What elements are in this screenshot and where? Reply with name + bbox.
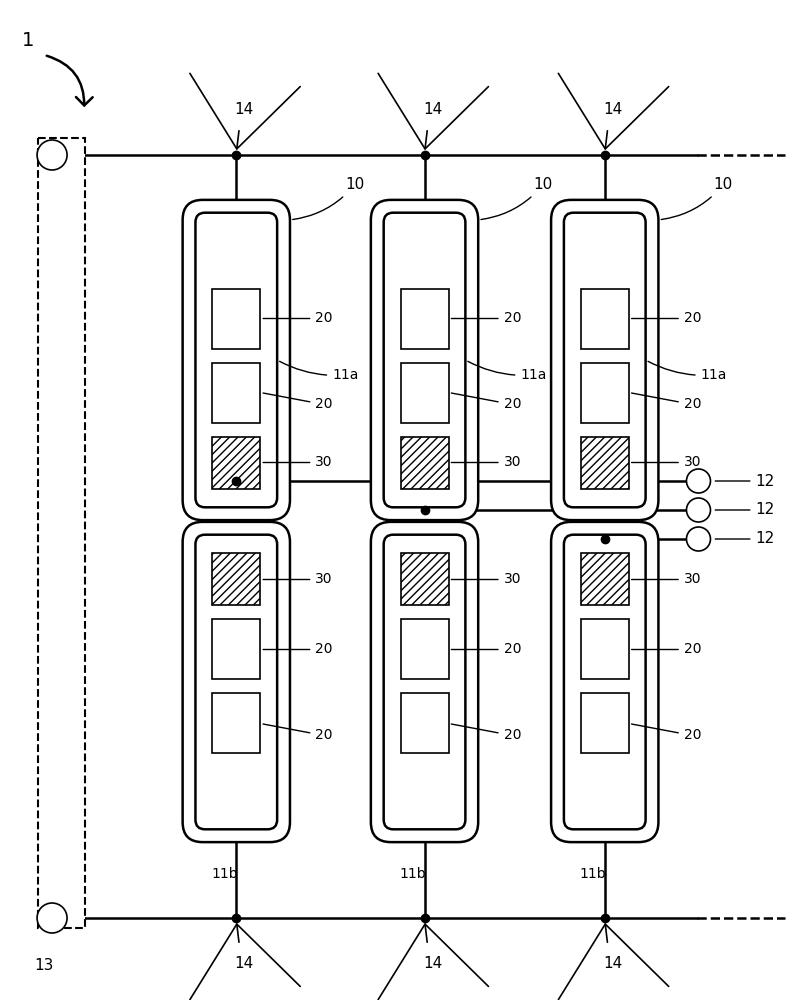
FancyArrowPatch shape bbox=[46, 56, 93, 105]
FancyBboxPatch shape bbox=[551, 522, 658, 842]
Text: 20: 20 bbox=[263, 724, 333, 742]
Text: 20: 20 bbox=[631, 642, 702, 656]
Bar bbox=[400, 619, 449, 679]
Text: 11a: 11a bbox=[468, 361, 547, 382]
Circle shape bbox=[686, 498, 710, 522]
Bar bbox=[400, 288, 449, 349]
Circle shape bbox=[686, 527, 710, 551]
Circle shape bbox=[37, 903, 67, 933]
Bar bbox=[400, 553, 449, 605]
Text: 14: 14 bbox=[603, 103, 622, 117]
Bar bbox=[581, 619, 629, 679]
FancyBboxPatch shape bbox=[551, 200, 658, 520]
Bar bbox=[400, 436, 449, 488]
Text: 20: 20 bbox=[263, 393, 333, 412]
Text: 20: 20 bbox=[631, 312, 702, 326]
FancyBboxPatch shape bbox=[564, 213, 646, 507]
Bar bbox=[212, 436, 260, 488]
Bar bbox=[212, 553, 260, 605]
Bar bbox=[212, 693, 260, 753]
Text: 14: 14 bbox=[235, 103, 254, 117]
Text: 14: 14 bbox=[423, 103, 442, 117]
Bar bbox=[581, 553, 629, 605]
Text: 20: 20 bbox=[631, 393, 702, 412]
Bar bbox=[212, 362, 260, 422]
Bar bbox=[38, 138, 85, 928]
Text: 20: 20 bbox=[451, 642, 521, 656]
Text: 30: 30 bbox=[631, 572, 702, 586]
FancyBboxPatch shape bbox=[371, 200, 478, 520]
Text: 20: 20 bbox=[263, 642, 333, 656]
Text: 10: 10 bbox=[292, 177, 364, 220]
Text: 30: 30 bbox=[451, 456, 521, 470]
Bar bbox=[400, 693, 449, 753]
Bar bbox=[581, 553, 629, 605]
Text: 20: 20 bbox=[631, 724, 702, 742]
FancyBboxPatch shape bbox=[183, 522, 290, 842]
Bar bbox=[581, 288, 629, 349]
FancyBboxPatch shape bbox=[384, 213, 465, 507]
Bar bbox=[581, 693, 629, 753]
FancyBboxPatch shape bbox=[183, 200, 290, 520]
Text: 30: 30 bbox=[451, 572, 521, 586]
Bar bbox=[400, 362, 449, 422]
Bar bbox=[212, 553, 260, 605]
FancyBboxPatch shape bbox=[564, 535, 646, 829]
Circle shape bbox=[686, 469, 710, 493]
FancyBboxPatch shape bbox=[384, 535, 465, 829]
Text: 20: 20 bbox=[451, 724, 521, 742]
Text: 1: 1 bbox=[22, 30, 34, 49]
Text: 20: 20 bbox=[263, 312, 333, 326]
FancyBboxPatch shape bbox=[195, 213, 277, 507]
Bar bbox=[212, 436, 260, 488]
Text: 11b: 11b bbox=[211, 867, 238, 881]
Circle shape bbox=[37, 140, 67, 170]
FancyBboxPatch shape bbox=[371, 522, 478, 842]
Text: 13: 13 bbox=[34, 958, 54, 972]
Text: 14: 14 bbox=[235, 956, 254, 970]
Bar bbox=[400, 553, 449, 605]
Bar bbox=[212, 436, 260, 488]
Bar bbox=[581, 436, 629, 488]
Text: 14: 14 bbox=[423, 956, 442, 970]
Text: 11b: 11b bbox=[579, 867, 606, 881]
Text: 14: 14 bbox=[603, 956, 622, 970]
Text: 11a: 11a bbox=[648, 361, 727, 382]
Text: 30: 30 bbox=[263, 572, 333, 586]
Text: 20: 20 bbox=[451, 393, 521, 412]
Text: 11b: 11b bbox=[399, 867, 426, 881]
FancyBboxPatch shape bbox=[195, 535, 277, 829]
Bar bbox=[400, 436, 449, 488]
Text: 10: 10 bbox=[661, 177, 733, 220]
Bar bbox=[212, 553, 260, 605]
Text: 20: 20 bbox=[451, 312, 521, 326]
Bar bbox=[400, 553, 449, 605]
Bar bbox=[581, 436, 629, 488]
Bar bbox=[581, 553, 629, 605]
Bar bbox=[581, 436, 629, 488]
Bar bbox=[581, 362, 629, 422]
Text: 30: 30 bbox=[631, 456, 702, 470]
Text: 12: 12 bbox=[715, 502, 775, 518]
Text: 11a: 11a bbox=[280, 361, 359, 382]
Bar bbox=[400, 436, 449, 488]
Bar bbox=[212, 619, 260, 679]
Text: 30: 30 bbox=[263, 456, 333, 470]
Text: 12: 12 bbox=[715, 531, 775, 546]
Text: 12: 12 bbox=[715, 474, 775, 488]
Text: 10: 10 bbox=[481, 177, 553, 220]
Bar bbox=[212, 288, 260, 349]
